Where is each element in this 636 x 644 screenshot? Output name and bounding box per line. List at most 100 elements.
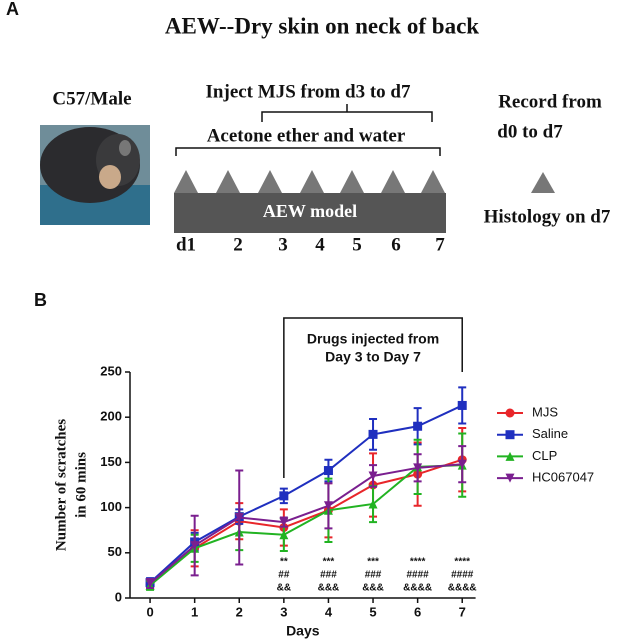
marker (190, 541, 200, 551)
y-tick-label: 250 (100, 363, 122, 378)
mouse-photo (40, 125, 150, 225)
treatment-label: Acetone ether and water (207, 125, 406, 146)
significance: *** ### &&& (362, 557, 384, 594)
marker (457, 459, 467, 469)
marker (413, 421, 423, 431)
marker (323, 466, 333, 476)
significance-label: ### (365, 570, 382, 581)
marker (505, 408, 515, 418)
significance-label: #### (407, 570, 430, 581)
marker (368, 471, 378, 481)
record-label: Record from (498, 91, 602, 112)
y-tick-label: 0 (115, 589, 122, 604)
significance-label: ### (320, 570, 337, 581)
significance-label: ## (278, 570, 290, 581)
day-label: d1 (176, 234, 196, 255)
marker (368, 499, 378, 509)
bracket-label: Day 3 to Day 7 (325, 349, 421, 365)
injection-marker (381, 170, 405, 193)
treatment-bracket (175, 147, 441, 156)
injection-markers (174, 170, 445, 193)
x-tick-label: 6 (414, 604, 421, 619)
line-chart: B 0 50 100 150 200 250 0 1 2 3 4 5 6 7 Days Number of sc… (34, 290, 594, 639)
y-tick-label: 200 (100, 409, 122, 424)
significance: ** ## && (277, 557, 291, 594)
day-labels: d1 2 3 4 5 6 7 (176, 234, 445, 255)
significance-label: ** (280, 557, 288, 568)
marker (505, 430, 515, 440)
day-label: 5 (352, 234, 362, 255)
histology-marker (531, 172, 555, 193)
significance-label: **** (454, 557, 470, 568)
panel-label: B (34, 290, 47, 310)
series-line (149, 404, 463, 584)
model-label: AEW model (263, 201, 357, 221)
x-tick-label: 1 (191, 604, 198, 619)
injection-marker (216, 170, 240, 193)
x-tick-label: 7 (459, 604, 466, 619)
significance: **** #### &&&& (448, 557, 477, 594)
histology-label: Histology on d7 (484, 206, 611, 227)
legend-label: Saline (532, 426, 568, 441)
marker (279, 530, 289, 540)
injection-marker (258, 170, 282, 193)
series-line (149, 463, 463, 585)
subject: C57/Male (52, 88, 131, 109)
marker (505, 451, 515, 461)
significance-label: &&&& (403, 583, 432, 594)
day-label: 6 (391, 234, 401, 255)
injection-marker (340, 170, 364, 193)
bracket-label: Drugs injected from (307, 331, 439, 347)
significance-label: && (277, 583, 291, 594)
marker (413, 463, 423, 473)
significance-label: &&&& (448, 583, 477, 594)
significance-label: &&& (318, 583, 340, 594)
significance-label: *** (323, 557, 335, 568)
inject-label: Inject MJS from d3 to d7 (206, 81, 411, 102)
marker (145, 579, 155, 589)
marker (323, 501, 333, 511)
x-axis-title: Days (286, 623, 320, 639)
marker (279, 517, 289, 527)
significance-label: **** (410, 557, 426, 568)
x-tick-label: 5 (369, 604, 376, 619)
y-axis-title: Number of scratches (53, 419, 69, 551)
marker (234, 513, 244, 523)
significance: *** ### &&& (318, 557, 340, 594)
x-tick-label: 2 (236, 604, 243, 619)
injection-marker (421, 170, 445, 193)
model-bar (174, 193, 446, 233)
inject-bracket (261, 104, 433, 122)
marker (368, 429, 378, 439)
marker (505, 473, 515, 483)
x-tick-label: 0 (146, 604, 153, 619)
significance: **** #### &&&& (403, 557, 432, 594)
series-line (149, 458, 463, 586)
day-label: 7 (435, 234, 445, 255)
record-label: d0 to d7 (497, 121, 563, 142)
legend-label: CLP (532, 448, 557, 463)
y-tick-label: 150 (100, 454, 122, 469)
significance-label: #### (451, 570, 474, 581)
panel-label: A (6, 0, 19, 19)
legend-label: MJS (532, 404, 558, 419)
marker (279, 491, 289, 501)
legend-label: HC067047 (532, 470, 594, 485)
day-label: 4 (315, 234, 325, 255)
significance-label: *** (367, 557, 379, 568)
y-tick-label: 50 (108, 544, 122, 559)
series-line (149, 464, 463, 587)
day-label: 3 (278, 234, 288, 255)
injection-marker (174, 170, 198, 193)
x-tick-label: 3 (280, 604, 287, 619)
day-label: 2 (233, 234, 243, 255)
bracket (283, 317, 463, 478)
y-axis-title: in 60 mins (73, 452, 89, 518)
y-tick-label: 100 (100, 499, 122, 514)
x-tick-label: 4 (325, 604, 333, 619)
injection-marker (300, 170, 324, 193)
significance-label: &&& (362, 583, 384, 594)
